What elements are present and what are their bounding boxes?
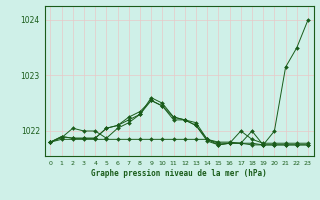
X-axis label: Graphe pression niveau de la mer (hPa): Graphe pression niveau de la mer (hPa) xyxy=(91,169,267,178)
